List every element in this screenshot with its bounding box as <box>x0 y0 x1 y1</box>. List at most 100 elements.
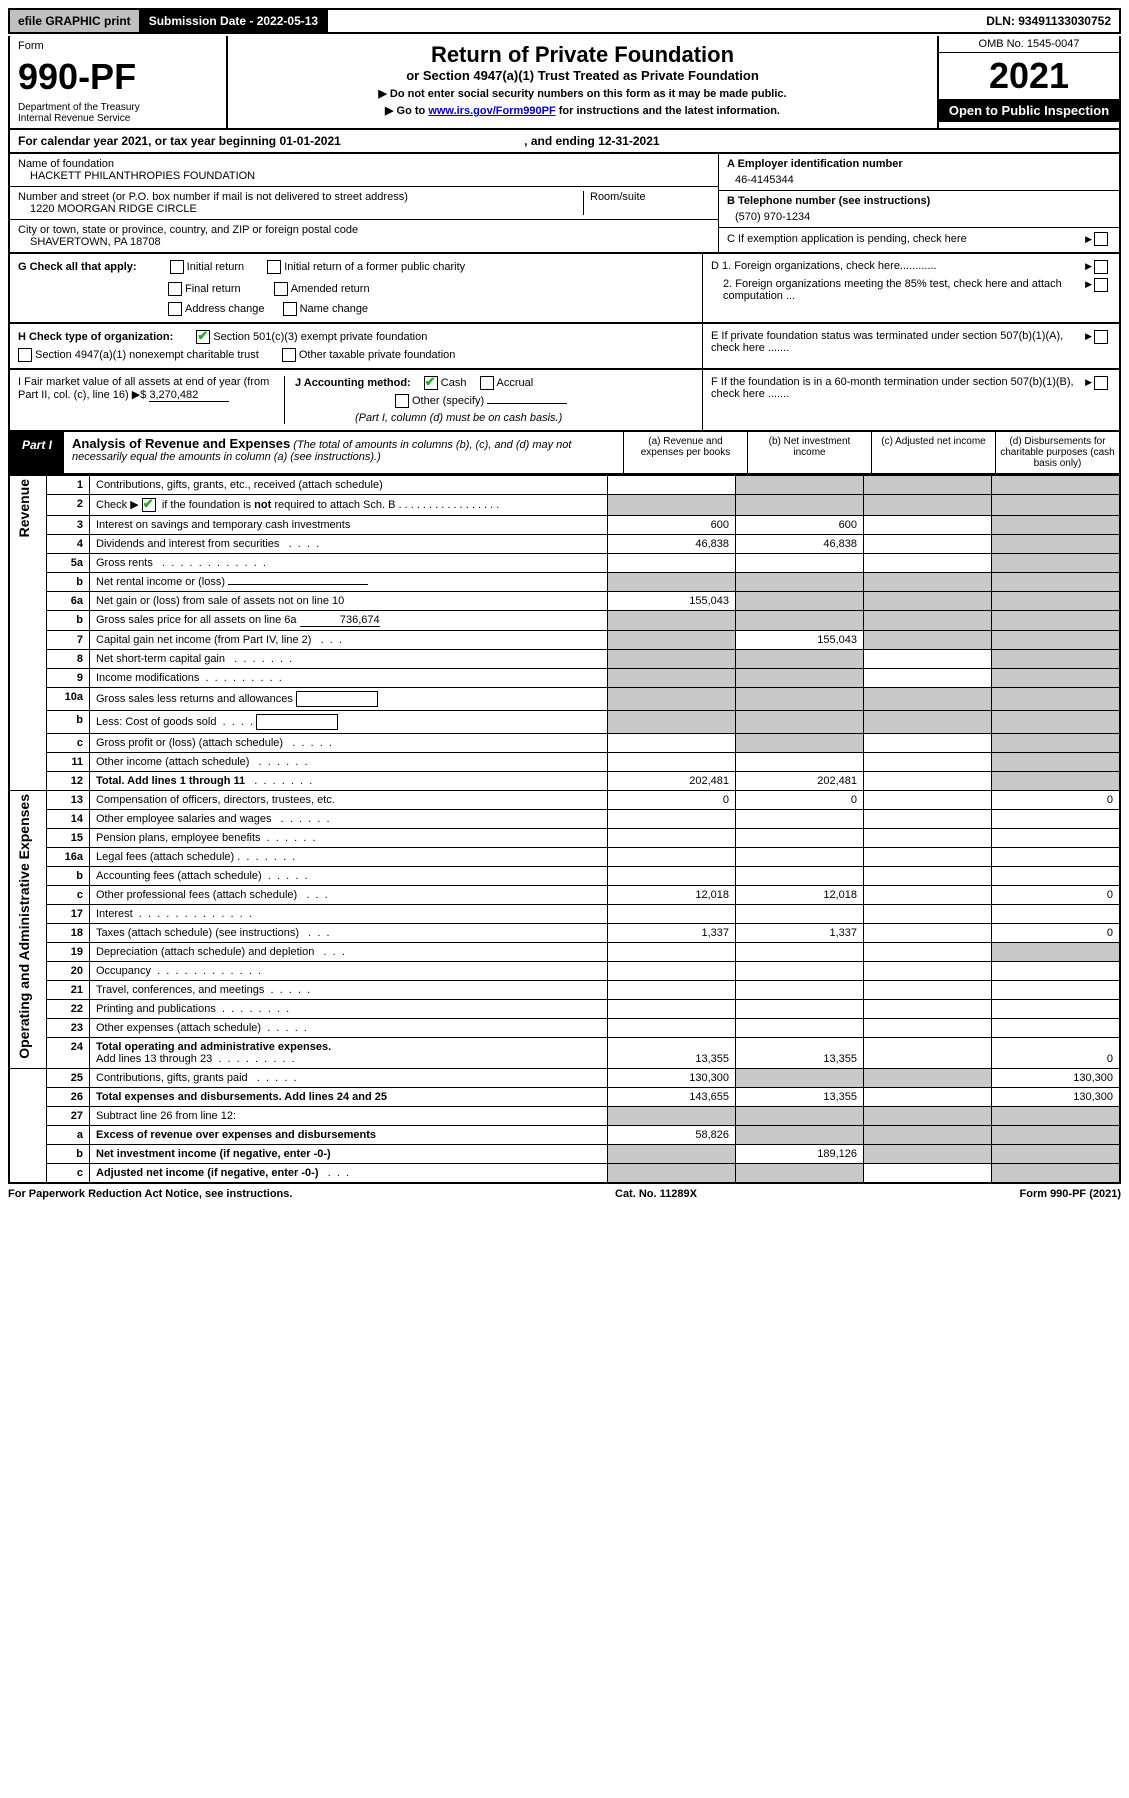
cb-d1[interactable] <box>1094 260 1108 274</box>
calendar-year-row: For calendar year 2021, or tax year begi… <box>8 130 1121 154</box>
tax-year: 2021 <box>939 53 1119 99</box>
form-title: Return of Private Foundation <box>234 42 931 68</box>
cb-e[interactable] <box>1094 330 1108 344</box>
cb-cash[interactable] <box>424 376 438 390</box>
col-a-header: (a) Revenue and expenses per books <box>623 432 747 473</box>
row-16c: Other professional fees (attach schedule… <box>90 886 608 905</box>
section-h-e: H Check type of organization: Section 50… <box>8 324 1121 370</box>
d2-label: 2. Foreign organizations meeting the 85%… <box>723 278 1085 302</box>
d1-label: D 1. Foreign organizations, check here..… <box>711 260 937 274</box>
street-address: 1220 MOORGAN RIDGE CIRCLE <box>18 203 583 215</box>
row-27c: Adjusted net income (if negative, enter … <box>90 1164 608 1184</box>
row-3: Interest on savings and temporary cash i… <box>90 516 608 535</box>
f-label: F If the foundation is in a 60-month ter… <box>711 376 1085 424</box>
row-5b: Net rental income or (loss) <box>90 573 608 592</box>
part1-title: Analysis of Revenue and Expenses <box>72 436 290 451</box>
row-23: Other expenses (attach schedule) . . . .… <box>90 1019 608 1038</box>
col-b-header: (b) Net investment income <box>747 432 871 473</box>
cb-amended[interactable] <box>274 282 288 296</box>
row-25: Contributions, gifts, grants paid . . . … <box>90 1069 608 1088</box>
row-17: Interest . . . . . . . . . . . . . <box>90 905 608 924</box>
form-word: Form <box>18 40 218 52</box>
form-note-link: ▶ Go to www.irs.gov/Form990PF for instru… <box>234 104 931 117</box>
row-18: Taxes (attach schedule) (see instruction… <box>90 924 608 943</box>
row-6b: Gross sales price for all assets on line… <box>90 611 608 631</box>
row-27: Subtract line 26 from line 12: <box>90 1107 608 1126</box>
e-label: E If private foundation status was termi… <box>711 330 1085 362</box>
cb-initial-former[interactable] <box>267 260 281 274</box>
cb-final-return[interactable] <box>168 282 182 296</box>
row-4: Dividends and interest from securities .… <box>90 535 608 554</box>
form-number: 990-PF <box>18 56 218 98</box>
cb-f[interactable] <box>1094 376 1108 390</box>
row-27b: Net investment income (if negative, ente… <box>90 1145 608 1164</box>
omb-number: OMB No. 1545-0047 <box>939 36 1119 53</box>
arrow-icon <box>1085 233 1094 245</box>
ein-label: A Employer identification number <box>727 158 903 170</box>
cb-name-change[interactable] <box>283 302 297 316</box>
name-label: Name of foundation <box>18 158 710 170</box>
foundation-name: HACKETT PHILANTHROPIES FOUNDATION <box>18 170 710 182</box>
dln: DLN: 93491133030752 <box>978 10 1119 32</box>
dept-treasury: Department of the Treasury <box>18 102 218 113</box>
form-subtitle: or Section 4947(a)(1) Trust Treated as P… <box>234 68 931 83</box>
dept-irs: Internal Revenue Service <box>18 113 218 124</box>
revenue-label: Revenue <box>16 479 32 537</box>
cb-initial-return[interactable] <box>170 260 184 274</box>
efile-button[interactable]: efile GRAPHIC print <box>10 10 141 32</box>
row-12: Total. Add lines 1 through 11 . . . . . … <box>90 772 608 791</box>
main-table: Revenue 1Contributions, gifts, grants, e… <box>8 475 1121 1184</box>
row-21: Travel, conferences, and meetings . . . … <box>90 981 608 1000</box>
cb-other-method[interactable] <box>395 394 409 408</box>
col-d-header: (d) Disbursements for charitable purpose… <box>995 432 1119 473</box>
row-22: Printing and publications . . . . . . . … <box>90 1000 608 1019</box>
cb-addr-change[interactable] <box>168 302 182 316</box>
info-grid: Name of foundation HACKETT PHILANTHROPIE… <box>8 154 1121 254</box>
row-1: Contributions, gifts, grants, etc., rece… <box>90 476 608 495</box>
cb-accrual[interactable] <box>480 376 494 390</box>
footer-cat: Cat. No. 11289X <box>615 1188 697 1200</box>
phone-value: (570) 970-1234 <box>727 207 1111 223</box>
row-13: Compensation of officers, directors, tru… <box>90 791 608 810</box>
row-2: Check ▶ if the foundation is not require… <box>90 495 608 516</box>
h-label: H Check type of organization: <box>18 331 173 343</box>
i-label: I Fair market value of all assets at end… <box>18 376 269 401</box>
cb-sch-b[interactable] <box>142 498 156 512</box>
i-value: 3,270,482 <box>149 389 229 402</box>
irs-link[interactable]: www.irs.gov/Form990PF <box>428 105 555 117</box>
footer-left: For Paperwork Reduction Act Notice, see … <box>8 1188 292 1200</box>
row-19: Depreciation (attach schedule) and deple… <box>90 943 608 962</box>
part1-label: Part I <box>10 432 64 473</box>
room-label: Room/suite <box>583 191 710 215</box>
col-c-header: (c) Adjusted net income <box>871 432 995 473</box>
cb-other-taxable[interactable] <box>282 348 296 362</box>
city-state-zip: SHAVERTOWN, PA 18708 <box>18 236 710 248</box>
row-24: Total operating and administrative expen… <box>90 1038 608 1069</box>
form-note-ssn: ▶ Do not enter social security numbers o… <box>234 87 931 100</box>
row-20: Occupancy . . . . . . . . . . . . <box>90 962 608 981</box>
row-9: Income modifications . . . . . . . . . <box>90 669 608 688</box>
form-header: Form 990-PF Department of the Treasury I… <box>8 36 1121 130</box>
open-public-badge: Open to Public Inspection <box>939 99 1119 122</box>
cb-4947[interactable] <box>18 348 32 362</box>
c-checkbox[interactable] <box>1094 232 1108 246</box>
footer-right: Form 990-PF (2021) <box>1020 1188 1122 1200</box>
row-26: Total expenses and disbursements. Add li… <box>90 1088 608 1107</box>
cb-501c3[interactable] <box>196 330 210 344</box>
submission-date: Submission Date - 2022-05-13 <box>141 10 328 32</box>
city-label: City or town, state or province, country… <box>18 224 710 236</box>
row-10a: Gross sales less returns and allowances <box>90 688 608 711</box>
expenses-label: Operating and Administrative Expenses <box>16 794 32 1059</box>
row-16b: Accounting fees (attach schedule) . . . … <box>90 867 608 886</box>
ein-value: 46-4145344 <box>727 170 1111 186</box>
j-note: (Part I, column (d) must be on cash basi… <box>295 412 694 424</box>
cb-d2[interactable] <box>1094 278 1108 292</box>
row-6a: Net gain or (loss) from sale of assets n… <box>90 592 608 611</box>
row-10b: Less: Cost of goods sold . . . . <box>90 711 608 734</box>
phone-label: B Telephone number (see instructions) <box>727 195 930 207</box>
row-10c: Gross profit or (loss) (attach schedule)… <box>90 734 608 753</box>
page-footer: For Paperwork Reduction Act Notice, see … <box>8 1184 1121 1204</box>
top-bar: efile GRAPHIC print Submission Date - 20… <box>8 8 1121 34</box>
row-5a: Gross rents . . . . . . . . . . . . <box>90 554 608 573</box>
c-label: C If exemption application is pending, c… <box>727 233 967 245</box>
